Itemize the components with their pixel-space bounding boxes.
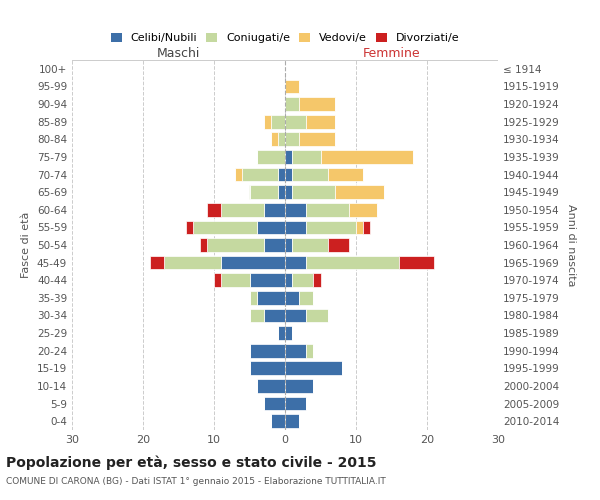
Bar: [271, 132, 278, 146]
Bar: [278, 168, 285, 181]
Text: COMUNE DI CARONA (BG) - Dati ISTAT 1° gennaio 2015 - Elaborazione TUTTITALIA.IT: COMUNE DI CARONA (BG) - Dati ISTAT 1° ge…: [6, 478, 386, 486]
Bar: [250, 291, 257, 304]
Bar: [285, 274, 292, 287]
Bar: [285, 115, 307, 128]
Bar: [307, 220, 356, 234]
Bar: [271, 115, 285, 128]
Bar: [307, 203, 349, 216]
Bar: [285, 97, 299, 111]
Bar: [257, 220, 285, 234]
Bar: [242, 168, 278, 181]
Bar: [285, 326, 292, 340]
Bar: [285, 132, 299, 146]
Bar: [250, 344, 285, 358]
Bar: [278, 326, 285, 340]
Bar: [221, 274, 250, 287]
Bar: [285, 186, 292, 199]
Bar: [299, 291, 313, 304]
Bar: [214, 274, 221, 287]
Bar: [307, 308, 328, 322]
Bar: [185, 220, 193, 234]
Bar: [278, 132, 285, 146]
Bar: [250, 308, 264, 322]
Bar: [307, 256, 398, 270]
Bar: [307, 344, 313, 358]
Bar: [285, 203, 307, 216]
Bar: [328, 238, 349, 252]
Bar: [398, 256, 434, 270]
Bar: [250, 186, 278, 199]
Legend: Celibi/Nubili, Coniugati/e, Vedovi/e, Divorziati/e: Celibi/Nubili, Coniugati/e, Vedovi/e, Di…: [106, 28, 464, 48]
Bar: [257, 379, 285, 393]
Bar: [221, 203, 264, 216]
Text: Femmine: Femmine: [362, 47, 421, 60]
Y-axis label: Anni di nascita: Anni di nascita: [566, 204, 576, 286]
Bar: [299, 97, 335, 111]
Bar: [285, 362, 342, 375]
Bar: [285, 220, 307, 234]
Bar: [328, 168, 363, 181]
Bar: [278, 186, 285, 199]
Bar: [207, 238, 264, 252]
Y-axis label: Fasce di età: Fasce di età: [22, 212, 31, 278]
Bar: [221, 256, 285, 270]
Bar: [264, 308, 285, 322]
Bar: [271, 414, 285, 428]
Bar: [250, 274, 285, 287]
Bar: [150, 256, 164, 270]
Bar: [207, 203, 221, 216]
Bar: [285, 168, 292, 181]
Bar: [292, 168, 328, 181]
Text: Popolazione per età, sesso e stato civile - 2015: Popolazione per età, sesso e stato civil…: [6, 455, 377, 469]
Bar: [257, 291, 285, 304]
Bar: [193, 220, 257, 234]
Bar: [264, 203, 285, 216]
Bar: [285, 80, 299, 94]
Bar: [313, 274, 320, 287]
Bar: [200, 238, 207, 252]
Bar: [299, 132, 335, 146]
Bar: [285, 344, 307, 358]
Bar: [349, 203, 377, 216]
Bar: [292, 150, 320, 164]
Bar: [264, 115, 271, 128]
Bar: [292, 238, 328, 252]
Bar: [257, 150, 285, 164]
Bar: [307, 115, 335, 128]
Bar: [285, 308, 307, 322]
Bar: [363, 220, 370, 234]
Bar: [356, 220, 363, 234]
Bar: [285, 396, 307, 410]
Bar: [292, 274, 313, 287]
Bar: [285, 414, 299, 428]
Bar: [235, 168, 242, 181]
Bar: [250, 362, 285, 375]
Bar: [164, 256, 221, 270]
Bar: [285, 291, 299, 304]
Bar: [320, 150, 413, 164]
Bar: [285, 379, 313, 393]
Text: Maschi: Maschi: [157, 47, 200, 60]
Bar: [285, 238, 292, 252]
Bar: [264, 238, 285, 252]
Bar: [335, 186, 385, 199]
Bar: [285, 256, 307, 270]
Bar: [292, 186, 335, 199]
Bar: [264, 396, 285, 410]
Bar: [285, 150, 292, 164]
